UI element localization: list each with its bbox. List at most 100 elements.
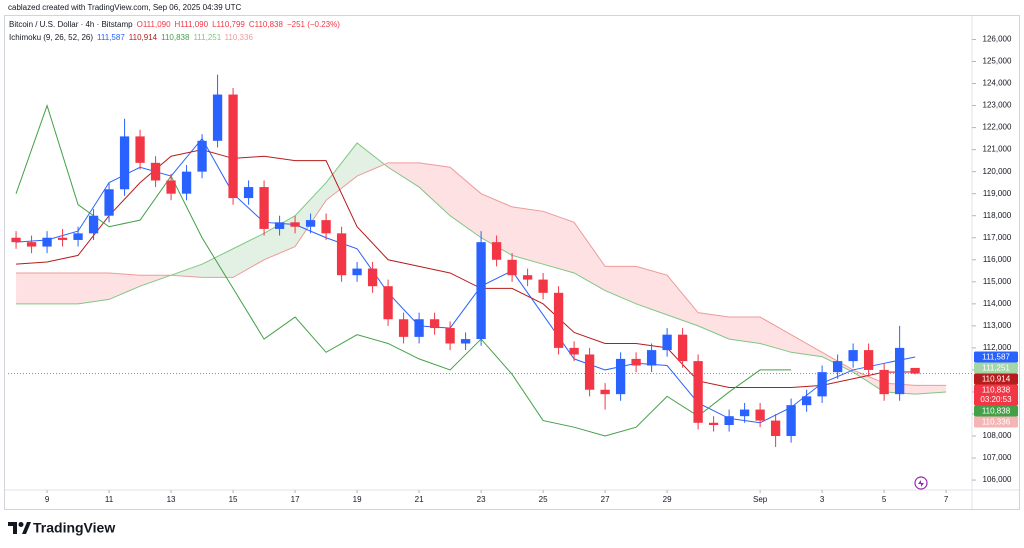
credit: cablazed created with TradingView.com, S… [8, 3, 242, 12]
candle-body [677, 334, 688, 362]
cloud-segment [791, 334, 823, 357]
y-tick-label: 106,000 [983, 475, 1012, 484]
candle-body [290, 222, 300, 227]
indicator: Ichimoku (9, 26, 52, 26) 111,587 110,914 11… [9, 33, 253, 42]
candle-body [584, 354, 595, 390]
x-tick-label: 25 [539, 495, 548, 504]
y-tick-label: 107,000 [983, 453, 1012, 462]
cloud-segment [698, 312, 730, 340]
candle-body [615, 358, 626, 395]
candle-body [414, 319, 424, 337]
cloud-segment [543, 211, 575, 273]
chart-frame [4, 15, 1020, 510]
candle-body [476, 242, 486, 340]
price-countdown: 03:20:53 [980, 395, 1012, 404]
cloud-segment [109, 272, 141, 300]
candle-body [646, 350, 657, 366]
cloud-segment [636, 266, 668, 315]
logo-mark-2 [22, 522, 31, 534]
candle-body [367, 268, 378, 287]
y-tick-label: 113,000 [983, 321, 1012, 330]
candle-body [507, 259, 517, 276]
y-tick-label: 114,000 [983, 299, 1012, 308]
candle-body [150, 162, 161, 181]
cloud-segment [233, 233, 265, 278]
y-tick-label: 116,000 [983, 255, 1012, 264]
candle-body [305, 220, 316, 227]
candle-body [817, 372, 827, 397]
candle-body [739, 409, 750, 417]
candle-body [600, 389, 610, 395]
candle-body [569, 347, 579, 355]
logo: TradingView [8, 520, 115, 536]
cloud-segment [605, 266, 637, 304]
x-tick-label: 17 [291, 495, 300, 504]
candle-body [491, 242, 502, 260]
indicator-value: 111,251 [193, 33, 221, 42]
y-tick-label: 108,000 [983, 431, 1012, 440]
indicator-line [15, 103, 792, 437]
candle-body [460, 339, 471, 344]
candle-body [553, 292, 564, 348]
candle-body [910, 367, 920, 374]
x-tick-label: 11 [105, 495, 114, 504]
cloud-segment [729, 317, 761, 344]
candle-body [383, 286, 393, 320]
candle-body [429, 319, 440, 329]
candle-body [321, 220, 331, 234]
candle-body [445, 328, 455, 344]
y-tick-label: 115,000 [983, 277, 1012, 286]
price-badge [974, 416, 1018, 428]
y-tick-label: 119,000 [983, 189, 1012, 198]
y-tick-label: 121,000 [983, 145, 1012, 154]
cloud-segment [760, 317, 792, 353]
candle-body [832, 361, 843, 373]
candle-body [879, 369, 889, 395]
x-tick-label: 19 [353, 495, 362, 504]
price-badge [974, 373, 1018, 385]
x-tick-label: 3 [820, 495, 825, 504]
candle-body [522, 275, 533, 280]
indicator-value: 110,838 [161, 33, 190, 42]
cloud-segment [574, 222, 606, 291]
candle-body [786, 405, 796, 437]
candle-body [212, 94, 223, 141]
x-tick-label: 29 [663, 495, 672, 504]
candle-body [274, 222, 285, 229]
plot [8, 74, 972, 448]
candle-body [398, 319, 409, 337]
price-badge [974, 405, 1018, 417]
y-tick-label: 124,000 [983, 79, 1012, 88]
logo-mark [8, 522, 17, 534]
price-badge [974, 362, 1018, 374]
indicator-name: Ichimoku (9, 26, 52, 26) [9, 33, 93, 42]
cloud-segment [419, 162, 451, 216]
x-tick-label: 7 [944, 495, 949, 504]
indicator-value: 110,914 [129, 33, 158, 42]
ohlc-value: O111,090 [137, 20, 172, 29]
candle-body [119, 136, 130, 190]
price-badge-label: 111,251 [982, 363, 1010, 372]
cloud-segment [388, 162, 420, 188]
price-badge-label: 111,587 [982, 352, 1010, 361]
logo-dot [18, 522, 24, 527]
candle-body [693, 361, 703, 423]
candle-body [848, 350, 858, 362]
price-badge [974, 384, 1018, 406]
x-tick-label: 15 [229, 495, 238, 504]
cloud-segment [78, 272, 110, 304]
y-tick-label: 122,000 [983, 123, 1012, 132]
cloud-segment [171, 264, 203, 278]
candle-body [538, 279, 548, 293]
x-tick-label: 23 [477, 495, 486, 504]
x-tick-label: 9 [45, 495, 50, 504]
symbol-name: Bitcoin / U.S. Dollar · 4h · Bitstamp [9, 20, 133, 29]
logo-text: TradingView [33, 520, 115, 536]
indicator-line [16, 149, 916, 389]
y-tick-label: 112,000 [983, 343, 1012, 352]
cloud-segment [450, 167, 482, 238]
candle-body [42, 237, 52, 247]
candle-body [631, 358, 641, 366]
ohlc-value: −251 (−0.23%) [287, 20, 340, 29]
